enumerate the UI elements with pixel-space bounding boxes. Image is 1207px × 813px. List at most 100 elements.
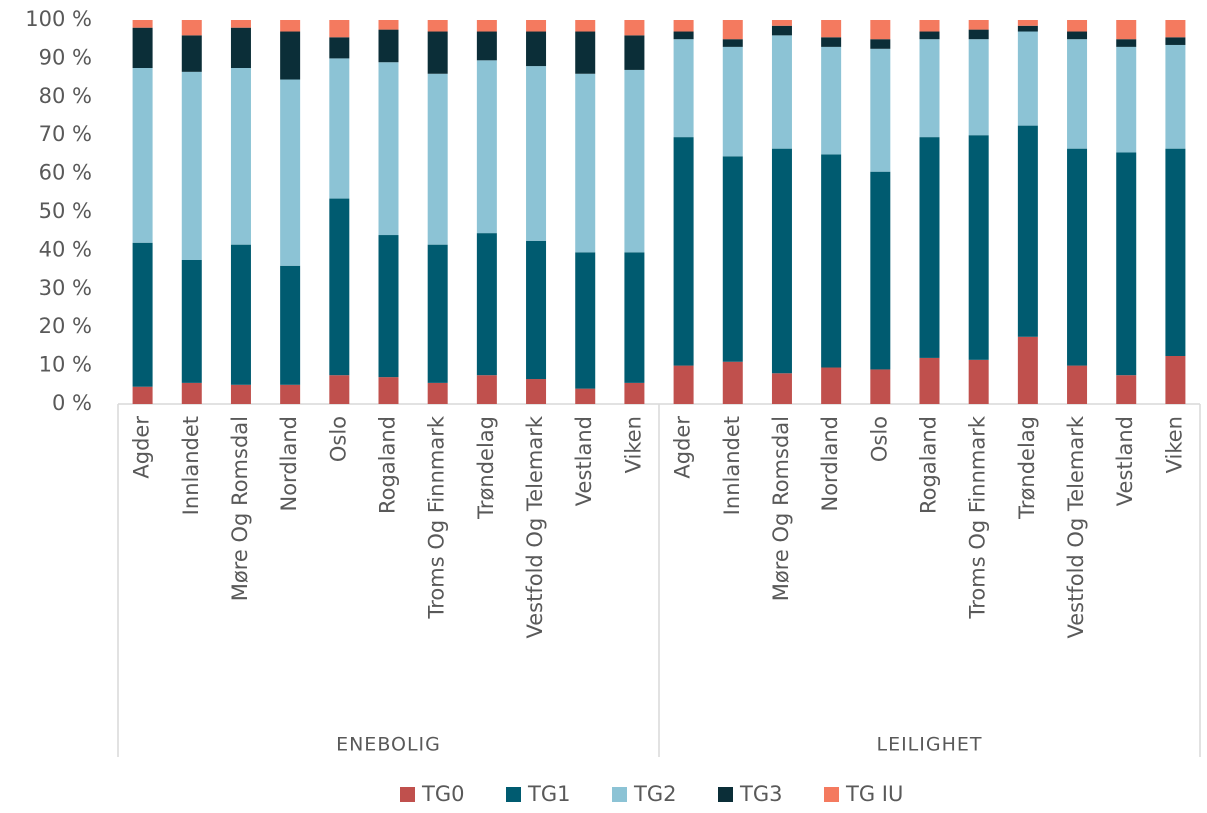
x-tick-label: Vestland (1113, 416, 1137, 506)
bar-segment (722, 39, 743, 47)
bar-segment (722, 156, 743, 362)
bar-segment (821, 154, 842, 368)
bar-segment (1017, 25, 1038, 32)
bar-segment (575, 388, 596, 404)
bar-segment (1067, 39, 1088, 149)
legend-label: TG3 (739, 782, 782, 806)
bar-segment (968, 29, 989, 40)
bar-segment (771, 373, 792, 404)
x-tick-label: Møre Og Romsdal (769, 416, 793, 601)
x-tick-label: Trøndelag (474, 416, 498, 520)
bar-segment (132, 242, 153, 387)
bar-segment (280, 31, 301, 80)
bar-segment (821, 37, 842, 47)
y-tick-label: 90 % (39, 45, 92, 69)
x-tick-label: Vestfold Og Telemark (523, 415, 547, 638)
legend-label: TG0 (421, 782, 464, 806)
legend-label: TG1 (527, 782, 570, 806)
bar-segment (821, 20, 842, 38)
bar-segment (230, 244, 251, 385)
bar-segment (1116, 375, 1137, 404)
y-tick-label: 60 % (39, 161, 92, 185)
y-tick-label: 100 % (25, 7, 92, 31)
bar-segment (870, 369, 891, 404)
legend-swatch (506, 787, 521, 802)
legend-label: TG IU (845, 782, 903, 806)
bar-segment (230, 27, 251, 68)
bar-segment (132, 68, 153, 243)
y-tick-label: 70 % (39, 122, 92, 146)
bar-segment (427, 20, 448, 32)
bar-segment (821, 46, 842, 155)
bar-segment (1116, 39, 1137, 47)
bar-segment (280, 384, 301, 404)
bar-segment (132, 20, 153, 28)
bar-segment (329, 58, 350, 199)
bar-segment (427, 382, 448, 404)
x-tick-label: Innlandet (720, 416, 744, 515)
bar-segment (476, 20, 497, 32)
bar-segment (378, 62, 399, 236)
y-tick-label: 50 % (39, 199, 92, 223)
bar-segment (771, 20, 792, 26)
bar-segment (673, 39, 694, 138)
bar-segment (968, 39, 989, 136)
x-tick-label: Agder (130, 416, 154, 479)
bar-segment (870, 48, 891, 172)
bar-segment (722, 46, 743, 157)
legend-swatch (400, 787, 415, 802)
bar-segment (132, 27, 153, 68)
bar-segment (427, 73, 448, 245)
legend-swatch (718, 787, 733, 802)
bar-segment (181, 20, 202, 36)
bar-segment (968, 20, 989, 30)
y-tick-label: 10 % (39, 353, 92, 377)
bar-segment (870, 171, 891, 370)
bar-segment (1017, 31, 1038, 126)
y-tick-label: 20 % (39, 314, 92, 338)
bar-segment (1165, 37, 1186, 45)
group-label: ENEBOLIG (336, 734, 441, 756)
x-tick-label: Innlandet (179, 416, 203, 515)
bar-segment (526, 31, 547, 67)
bar-segment (919, 39, 940, 138)
bar-segment (329, 20, 350, 38)
bar-segment (1017, 125, 1038, 337)
bar-segment (919, 357, 940, 404)
bar-segment (476, 375, 497, 404)
legend-label: TG2 (633, 782, 676, 806)
x-tick-label: Troms Og Finnmark (966, 415, 990, 619)
bar-segment (771, 25, 792, 36)
bar-segment (1067, 365, 1088, 404)
bar-segment (427, 244, 448, 383)
bar-segment (427, 31, 448, 74)
bar-segment (968, 359, 989, 404)
bar-segment (575, 73, 596, 253)
x-tick-label: Vestland (572, 416, 596, 506)
bar-segment (673, 20, 694, 32)
bar-segment (181, 260, 202, 383)
bar-segment (771, 148, 792, 374)
bar-segment (1165, 356, 1186, 404)
y-tick-label: 0 % (52, 391, 92, 415)
bar-segment (280, 20, 301, 32)
bar-segment (378, 377, 399, 404)
bar-segment (476, 233, 497, 376)
bar-segment (1017, 20, 1038, 26)
x-tick-label: Viken (1162, 416, 1186, 473)
bar-segment (1017, 336, 1038, 404)
x-tick-label: Nordland (818, 416, 842, 512)
bar-segment (624, 35, 645, 70)
bar-segment (329, 375, 350, 404)
bar-segment (673, 365, 694, 404)
x-tick-label: Viken (621, 416, 645, 473)
bar-segment (722, 361, 743, 404)
bar-segment (181, 71, 202, 260)
bar-segment (673, 31, 694, 40)
bar-segment (575, 20, 596, 32)
bar-segment (624, 382, 645, 404)
y-tick-label: 40 % (39, 237, 92, 261)
bar-segment (1067, 148, 1088, 366)
bar-segment (329, 198, 350, 376)
bar-segment (1067, 31, 1088, 40)
